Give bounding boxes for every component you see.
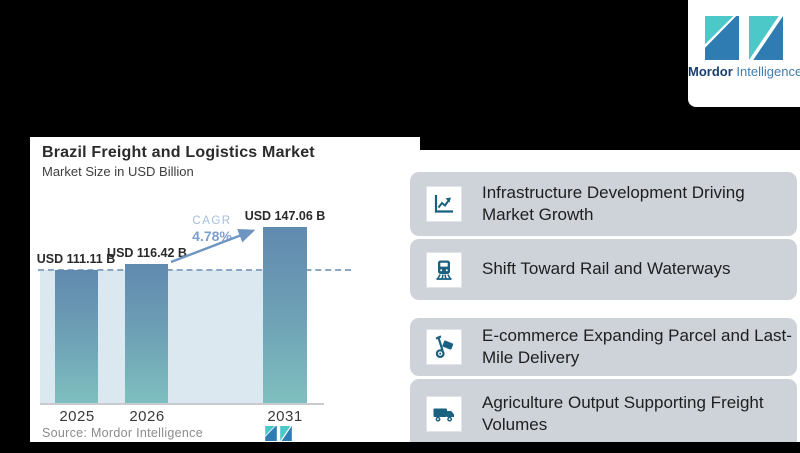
chart-title: Brazil Freight and Logistics Market	[42, 144, 315, 161]
brand-name-bold: Mordor	[688, 64, 733, 79]
highlight-text: Shift Toward Rail and Waterways	[482, 259, 731, 279]
bar-value-label: USD 116.42 B	[107, 245, 187, 260]
highlight-text: E-commerce Expanding Parcel and Last-Mil…	[482, 325, 792, 367]
mordor-logo-mini-icon	[265, 426, 292, 441]
brand-name: Mordor Intelligence	[688, 64, 800, 79]
highlight-text: Infrastructure Development Driving Marke…	[482, 182, 745, 224]
growth-arrow-icon	[170, 228, 256, 264]
truck-icon	[426, 396, 462, 432]
highlight-text: Agriculture Output Supporting Freight Vo…	[482, 392, 764, 434]
x-tick-2031: 2031	[267, 408, 303, 425]
train-icon	[426, 251, 462, 288]
x-tick-2025: 2025	[59, 408, 95, 425]
bar-2031	[263, 226, 307, 403]
line-chart-icon	[426, 186, 462, 222]
bar-value-label: USD 147.06 B	[244, 208, 326, 223]
highlight-card-rail: Shift Toward Rail and Waterways	[410, 239, 797, 300]
cagr-label: CAGR	[192, 215, 232, 227]
highlight-card-infrastructure: Infrastructure Development Driving Marke…	[410, 172, 797, 236]
chart-card: Brazil Freight and Logistics Market Mark…	[30, 137, 420, 442]
cagr-value: 4.78%	[192, 228, 232, 244]
highlight-card-agriculture: Agriculture Output Supporting Freight Vo…	[410, 379, 797, 442]
chart-subtitle: Market Size in USD Billion	[42, 164, 194, 179]
mordor-logo-icon	[705, 16, 783, 60]
x-tick-2026: 2026	[129, 408, 165, 425]
source-text: Source: Mordor Intelligence	[42, 426, 203, 440]
reference-dashed-line	[38, 269, 351, 271]
brand-name-light: Intelligence	[736, 64, 800, 79]
bar-2025	[55, 270, 98, 403]
highlight-card-ecommerce: E-commerce Expanding Parcel and Last-Mil…	[410, 318, 797, 376]
bar-value-label: USD 111.11 B	[36, 252, 116, 266]
brand-logo-box: Mordor Intelligence	[688, 0, 800, 107]
highlights-panel: Infrastructure Development Driving Marke…	[400, 150, 800, 442]
x-axis-line	[40, 403, 324, 405]
hand-truck-icon	[426, 329, 462, 365]
bar-2026	[125, 263, 168, 403]
